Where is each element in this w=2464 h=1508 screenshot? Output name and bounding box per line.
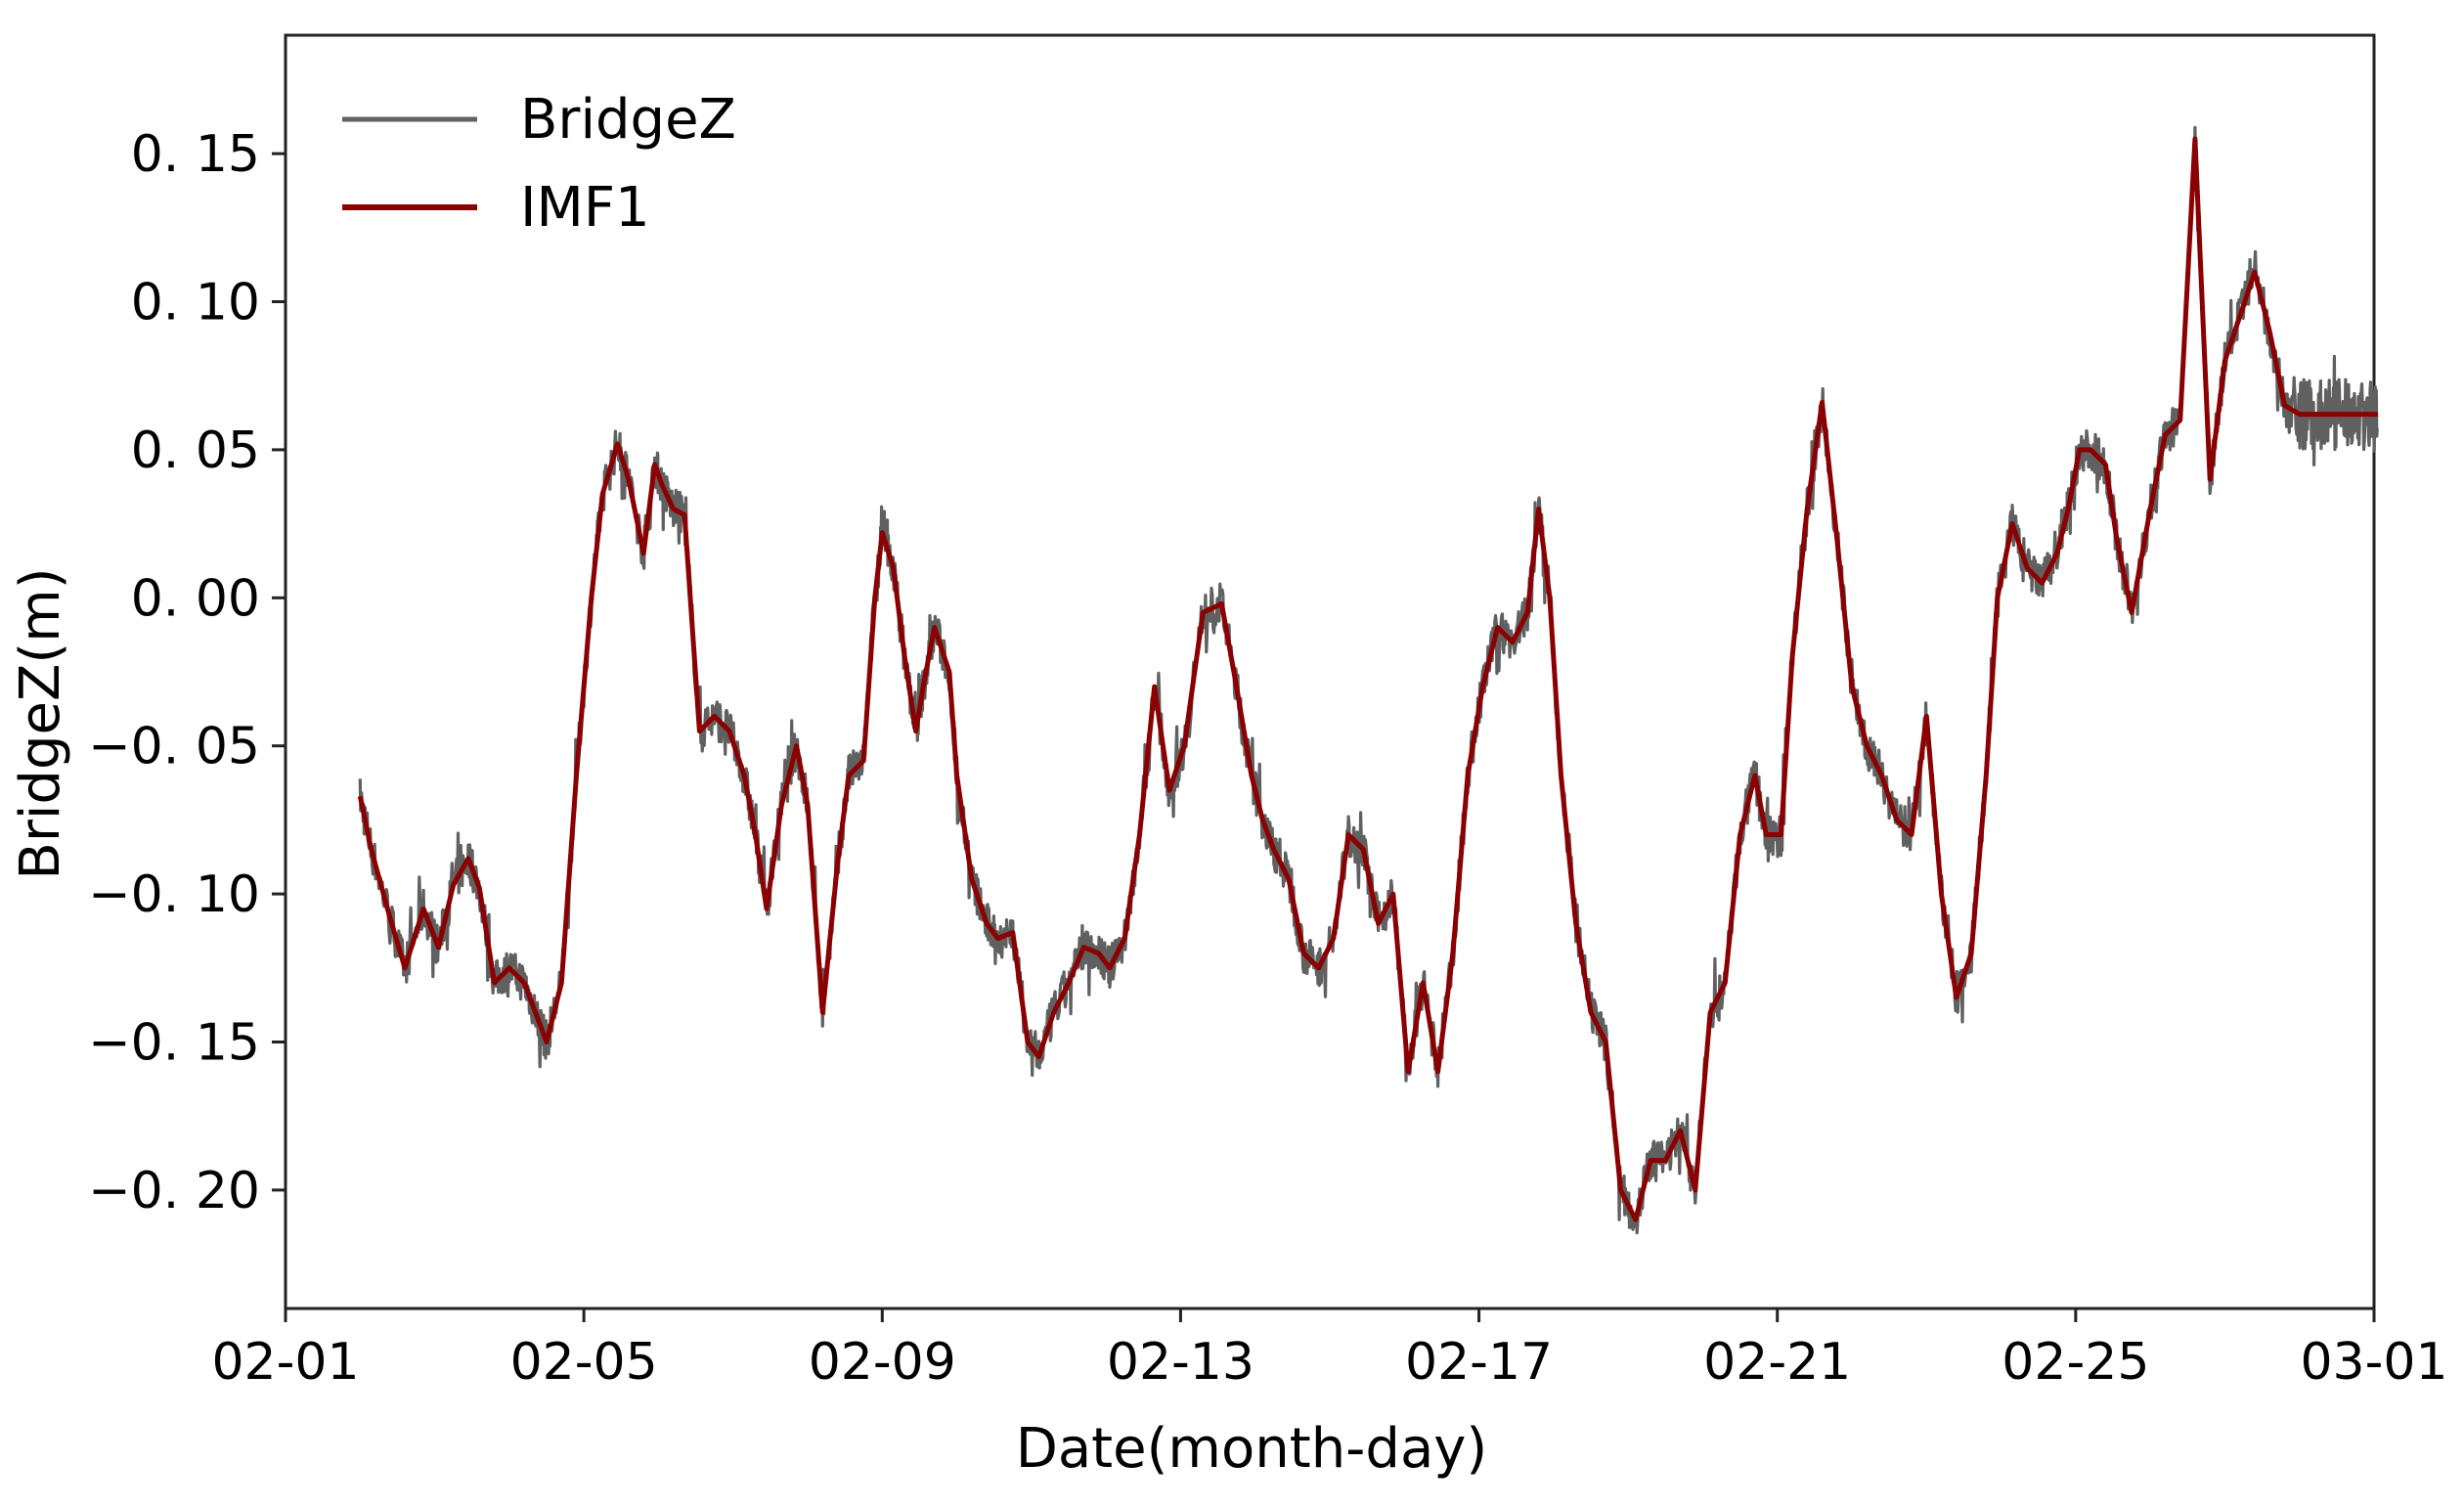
x-tick-label: 02-05 [510, 1333, 658, 1392]
x-tick-label: 02-21 [1703, 1333, 1851, 1392]
y-tick-label: −0. 15 [88, 1013, 260, 1072]
y-axis: 0. 15 0. 10 0. 05 0. 00 −0. 05 −0. 10 −0. 15 −0… [88, 125, 286, 1220]
x-tick-label: 02-13 [1107, 1333, 1254, 1392]
y-tick-label: 0. 15 [131, 125, 260, 184]
imf1-line [357, 136, 2378, 1222]
x-axis-title: Date(month-day) [1016, 1417, 1488, 1481]
y-tick-label: −0. 20 [88, 1162, 260, 1220]
y-tick-label: 0. 00 [131, 569, 260, 628]
y-tick-label: 0. 10 [131, 274, 260, 333]
x-tick-label: 03-01 [2300, 1333, 2447, 1392]
legend: BridgeZ IMF1 [342, 88, 736, 240]
y-tick-label: −0. 05 [88, 718, 260, 776]
legend-label-bridgez: BridgeZ [520, 88, 736, 152]
legend-label-imf1: IMF1 [520, 176, 650, 240]
x-tick-label: 02-09 [809, 1333, 956, 1392]
x-tick-label: 02-17 [1405, 1333, 1553, 1392]
x-tick-label: 02-01 [211, 1333, 359, 1392]
x-tick-label: 02-25 [2002, 1333, 2149, 1392]
plot-area [284, 33, 2376, 1310]
x-axis: 02-01 02-05 02-09 02-13 02-17 02-21 02-25 03-01 [211, 1308, 2448, 1392]
y-tick-label: 0. 05 [131, 421, 260, 480]
y-tick-label: −0. 10 [88, 865, 260, 924]
series-imf1 [357, 136, 2378, 1222]
y-axis-title: BridgeZ(m) [9, 567, 72, 879]
